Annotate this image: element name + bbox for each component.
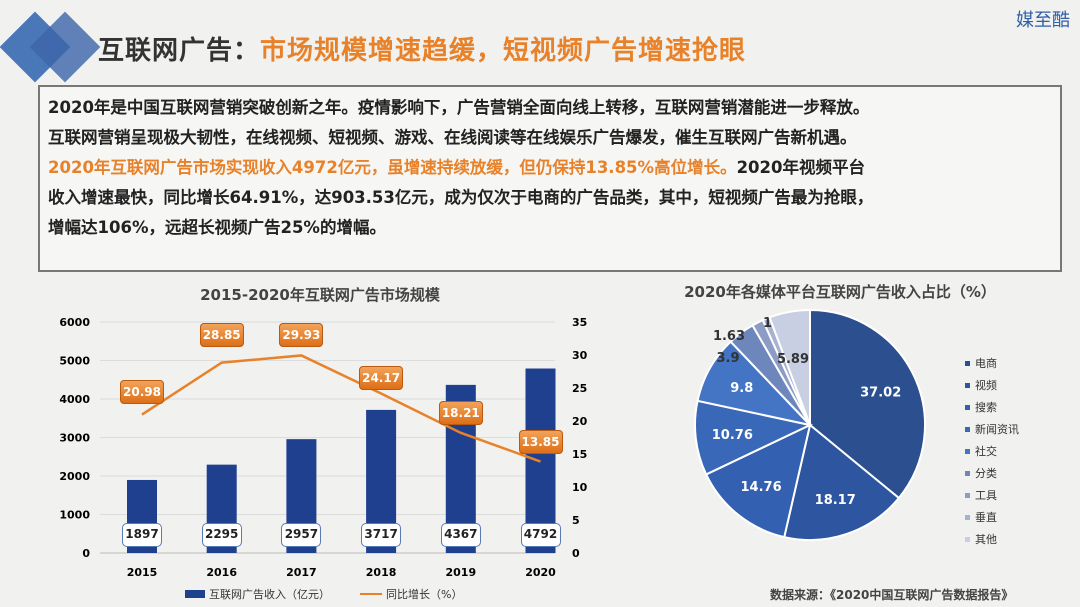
x-tick-label: 2015 <box>127 566 158 579</box>
bar-value-label: 3717 <box>361 523 402 547</box>
body-line: 2020年互联网广告市场实现收入4972亿元，虽增速持续放缓，但仍保持13.85… <box>48 153 1052 183</box>
pie-value-label: 18.17 <box>815 493 856 508</box>
growth-value-label: 24.17 <box>359 366 404 391</box>
legend-label: 互联网广告收入（亿元） <box>209 588 330 601</box>
legend-swatch-icon <box>965 492 970 498</box>
pie-slice <box>809 308 926 500</box>
pie-legend-item: 垂直 <box>965 506 1019 528</box>
legend-swatch-icon <box>965 382 970 388</box>
bar-chart-legend: 互联网广告收入（亿元） 同比增长（%） <box>185 586 462 602</box>
pie-value-label: 3.9 <box>716 351 739 366</box>
bar-chart-title: 2015-2020年互联网广告市场规模 <box>200 286 440 304</box>
body-line: 增幅达106%，远超长视频广告25%的增幅。 <box>48 218 386 237</box>
title-highlight: 市场规模增速趋缓，短视频广告增速抢眼 <box>260 36 747 66</box>
y2-tick-label: 10 <box>572 481 588 494</box>
pie-value-label: 9.8 <box>730 381 753 396</box>
legend-label: 其他 <box>975 533 997 546</box>
pie-legend: 电商视频搜索新闻资讯社交分类工具垂直其他 <box>965 352 1019 550</box>
pie-legend-item: 视频 <box>965 374 1019 396</box>
body-line: 互联网营销呈现极大韧性，在线视频、短视频、游戏、在线阅读等在线娱乐广告爆发，催生… <box>48 128 857 147</box>
legend-swatch-icon <box>965 360 970 366</box>
legend-label: 分类 <box>975 467 997 480</box>
pie-value-label: 1.63 <box>713 329 745 344</box>
bar-value-label: 2295 <box>201 523 242 547</box>
brand-logo: 媒至酷 <box>1016 10 1070 31</box>
legend-swatch-icon <box>965 536 970 542</box>
data-source: 数据来源：《2020中国互联网广告数据报告》 <box>770 588 1014 602</box>
pie-value-label: 10.76 <box>712 428 753 443</box>
title-prefix: 互联网广告： <box>98 36 261 66</box>
growth-value-label: 18.21 <box>438 400 483 425</box>
legend-label: 工具 <box>975 489 997 502</box>
legend-swatch-icon <box>965 448 970 454</box>
pie-value-label: 14.76 <box>741 480 782 495</box>
legend-label: 视频 <box>975 379 997 392</box>
pie-legend-item: 新闻资讯 <box>965 418 1019 440</box>
pie-legend-item: 其他 <box>965 528 1019 550</box>
legend-label: 同比增长（%） <box>386 588 463 601</box>
pie-value-label: 5.89 <box>777 352 809 367</box>
pie-legend-item: 工具 <box>965 484 1019 506</box>
x-tick-label: 2017 <box>286 566 317 579</box>
line-swatch-icon <box>360 593 382 595</box>
x-tick-label: 2019 <box>445 566 476 579</box>
y2-tick-label: 0 <box>572 547 580 560</box>
x-tick-label: 2016 <box>206 566 237 579</box>
y-tick-label: 4000 <box>59 393 90 406</box>
y-tick-label: 5000 <box>59 355 90 368</box>
pie-legend-item: 搜索 <box>965 396 1019 418</box>
body-text: 2020年视频平台 <box>736 158 866 177</box>
growth-line <box>141 354 541 463</box>
legend-label: 电商 <box>975 357 997 370</box>
y-tick-label: 6000 <box>59 316 90 329</box>
bar-swatch-icon <box>185 590 205 598</box>
pie-legend-item: 分类 <box>965 462 1019 484</box>
body-line: 收入增速最快，同比增长64.91%，达903.53亿元，成为仅次于电商的广告品类… <box>48 188 874 207</box>
bar-value-label: 4792 <box>520 523 561 547</box>
y2-tick-label: 25 <box>572 382 587 395</box>
y-tick-label: 0 <box>82 547 90 560</box>
bar-value-label: 4367 <box>440 523 481 547</box>
x-tick-label: 2018 <box>366 566 397 579</box>
legend-label: 垂直 <box>975 511 997 524</box>
legend-swatch-icon <box>965 426 970 432</box>
legend-item-revenue: 互联网广告收入（亿元） <box>185 586 330 602</box>
pie-slice <box>783 423 901 541</box>
legend-swatch-icon <box>965 514 970 520</box>
growth-value-label: 28.85 <box>199 322 244 347</box>
legend-item-growth: 同比增长（%） <box>360 586 462 602</box>
pie-legend-item: 社交 <box>965 440 1019 462</box>
legend-label: 搜索 <box>975 401 997 414</box>
y2-tick-label: 30 <box>572 349 588 362</box>
legend-label: 社交 <box>975 445 997 458</box>
legend-label: 新闻资讯 <box>975 423 1019 436</box>
y2-tick-label: 20 <box>572 415 588 428</box>
y-tick-label: 3000 <box>59 432 90 445</box>
pie-legend-item: 电商 <box>965 352 1019 374</box>
body-line: 2020年是中国互联网营销突破创新之年。疫情影响下，广告营销全面向线上转移，互联… <box>48 98 870 117</box>
pie-value-label: 37.02 <box>860 386 901 401</box>
y2-tick-label: 35 <box>572 316 587 329</box>
bar-value-label: 2957 <box>281 523 322 547</box>
pie-slice <box>768 308 811 426</box>
pie-chart-title: 2020年各媒体平台互联网广告收入占比（%） <box>684 283 996 301</box>
page-title: 互联网广告：市场规模增速趋缓，短视频广告增速抢眼 <box>98 30 746 67</box>
y-tick-label: 1000 <box>59 509 90 522</box>
y2-tick-label: 5 <box>572 514 580 527</box>
y2-tick-label: 15 <box>572 448 587 461</box>
summary-text-box: 2020年是中国互联网营销突破创新之年。疫情影响下，广告营销全面向线上转移，互联… <box>38 85 1062 272</box>
legend-swatch-icon <box>965 470 970 476</box>
bar-value-label: 1897 <box>122 523 162 547</box>
growth-value-label: 13.85 <box>518 429 563 454</box>
x-tick-label: 2020 <box>525 566 556 579</box>
legend-swatch-icon <box>965 404 970 410</box>
growth-value-label: 20.98 <box>120 379 164 404</box>
pie-slice <box>704 423 812 539</box>
body-highlight: 2020年互联网广告市场实现收入4972亿元，虽增速持续放缓，但仍保持13.85… <box>48 158 737 177</box>
y-tick-label: 2000 <box>59 470 90 483</box>
growth-value-label: 29.93 <box>279 323 324 348</box>
